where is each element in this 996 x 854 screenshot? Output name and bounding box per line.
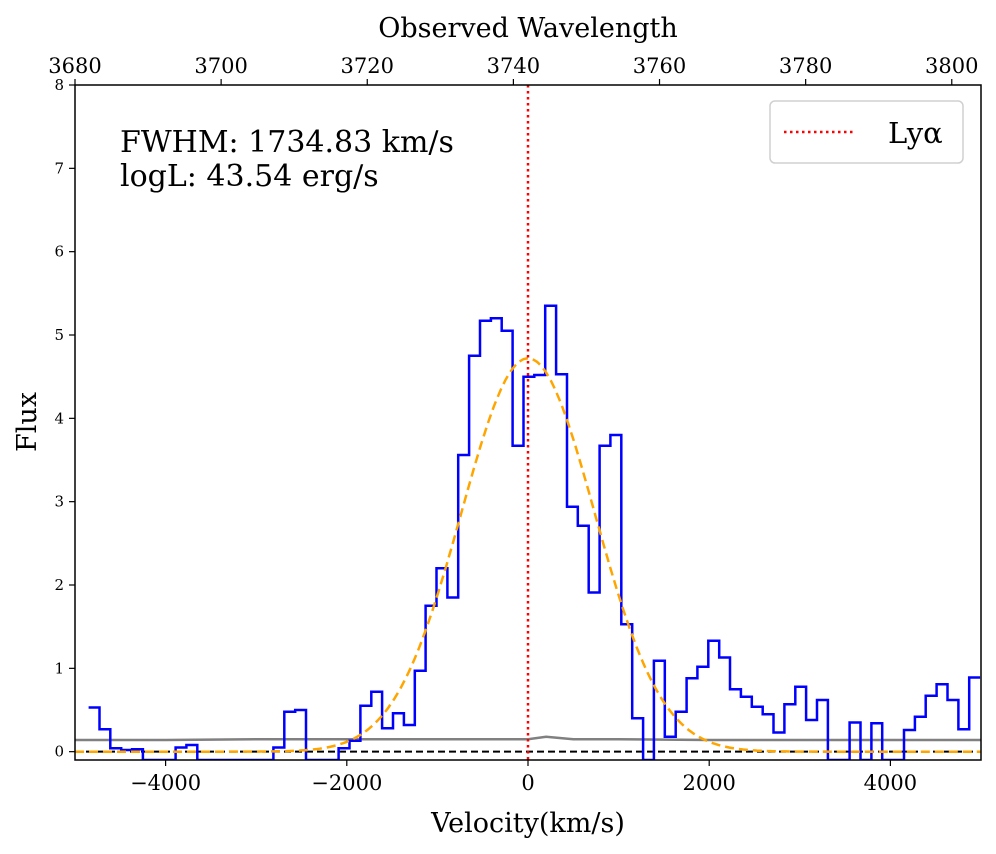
top-tick-label: 3780	[779, 54, 832, 78]
top-tick-label: 3760	[633, 54, 686, 78]
fwhm-annotation: FWHM: 1734.83 km/s	[120, 125, 454, 160]
y-tick-label: 3	[54, 493, 64, 511]
y-tick-label: 7	[54, 159, 64, 177]
top-tick-label: 3720	[341, 54, 394, 78]
x-tick-label: 2000	[682, 771, 735, 795]
top-tick-label: 3700	[194, 54, 247, 78]
y-tick-label: 0	[54, 743, 64, 761]
top-tick-label: 3680	[48, 54, 101, 78]
y-tick-label: 2	[54, 576, 64, 594]
x-tick-label: 4000	[864, 771, 917, 795]
plot-frame	[74, 84, 982, 761]
top-tick-label: 3740	[487, 54, 540, 78]
gaussian-fit-line	[75, 357, 981, 753]
x-tick-label: −2000	[311, 771, 382, 795]
legend-lya-label: Lyα	[888, 116, 943, 150]
top-axis-title: Observed Wavelength	[378, 13, 678, 44]
series-group	[75, 85, 981, 760]
y-axis-title: Flux	[12, 392, 43, 452]
luminosity-annotation: logL: 43.54 erg/s	[120, 159, 379, 194]
flux-step-line	[88, 304, 981, 760]
legend: Lyα	[769, 100, 964, 164]
legend-box	[769, 100, 964, 164]
x-tick-label: 0	[521, 771, 534, 795]
x-tick-label: −4000	[130, 771, 201, 795]
y-tick-label: 6	[54, 243, 64, 261]
y-tick-label: 4	[54, 409, 64, 427]
y-tick-label: 8	[54, 76, 64, 94]
x-axis-title: Velocity(km/s)	[430, 808, 625, 839]
error-line	[75, 735, 981, 742]
y-tick-label: 1	[54, 659, 64, 677]
top-tick-label: 3800	[925, 54, 978, 78]
y-tick-label: 5	[54, 326, 64, 344]
